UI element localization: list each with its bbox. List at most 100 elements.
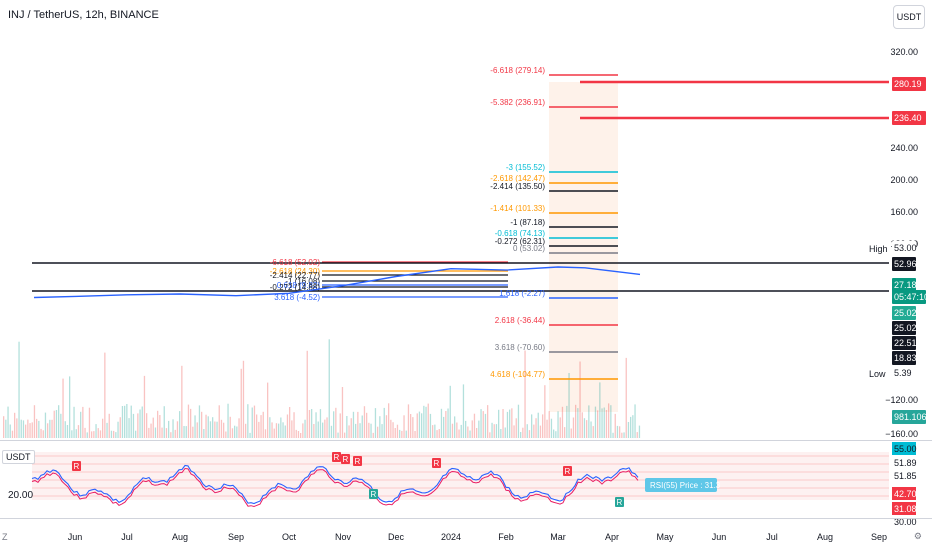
volume-bar bbox=[262, 411, 264, 438]
volume-bar bbox=[7, 406, 9, 438]
volume-bar bbox=[104, 352, 106, 438]
time-tick-label: Nov bbox=[335, 532, 352, 542]
price-tick-label: 240.00 bbox=[890, 143, 918, 153]
volume-bar bbox=[504, 427, 506, 438]
volume-bar bbox=[245, 423, 247, 438]
fib-level-label: 1.618 (-2.27) bbox=[499, 289, 545, 298]
symbol-title[interactable]: INJ / TetherUS, 12h, BINANCE bbox=[8, 9, 159, 21]
fib-level-label: -1.414 (101.33) bbox=[490, 204, 545, 213]
fib-level-label: -1 (87.18) bbox=[510, 218, 545, 227]
volume-bar bbox=[146, 413, 148, 438]
fib-level-label: -1 (16.08) bbox=[285, 277, 320, 286]
rsi-marker-label: R bbox=[343, 455, 349, 464]
volume-bar bbox=[293, 412, 295, 438]
volume-bar bbox=[33, 405, 36, 438]
volume-bar bbox=[374, 408, 377, 438]
time-tick-label: Mar bbox=[550, 532, 566, 542]
volume-bar bbox=[559, 417, 561, 438]
volume-bar bbox=[289, 407, 291, 438]
volume-bar bbox=[80, 411, 82, 438]
volume-bar bbox=[242, 360, 245, 438]
volume-bar bbox=[502, 409, 504, 438]
currency-button[interactable]: USDT bbox=[893, 5, 925, 29]
volume-bar bbox=[517, 404, 520, 438]
volume-bar bbox=[372, 432, 374, 438]
volume-bar bbox=[614, 413, 616, 438]
rsi-signal-marker bbox=[72, 461, 81, 471]
volume-bar bbox=[55, 410, 58, 438]
volume-bar bbox=[350, 418, 352, 438]
volume-bar bbox=[161, 427, 163, 438]
volume-bar bbox=[9, 424, 11, 438]
volume-bar bbox=[174, 429, 176, 438]
volume-bar bbox=[64, 421, 66, 438]
rsi-marker-label: R bbox=[434, 459, 440, 468]
volume-bar bbox=[370, 423, 372, 438]
rsi-callout: RSI(55) Price : 31.3 bbox=[650, 481, 721, 490]
volume-bar bbox=[438, 429, 440, 438]
volume-bar bbox=[625, 357, 627, 438]
volume-bar bbox=[143, 375, 146, 438]
volume-bar bbox=[113, 430, 115, 438]
volume-bar bbox=[29, 423, 31, 438]
volume-bar bbox=[88, 407, 91, 438]
volume-bar bbox=[36, 418, 38, 438]
volume-bar bbox=[601, 408, 603, 438]
price-tag: 280.19 bbox=[894, 79, 922, 89]
time-tick-label: Jun bbox=[712, 532, 727, 542]
price-tag: 25.02 bbox=[894, 323, 917, 333]
volume-bar bbox=[535, 418, 537, 438]
volume-bar bbox=[69, 376, 71, 438]
time-tick-label: Dec bbox=[388, 532, 405, 542]
rsi-tag: 55.00 bbox=[894, 444, 917, 454]
volume-bar bbox=[58, 405, 60, 438]
fib-level-label: -0.272 (62.31) bbox=[495, 237, 546, 246]
volume-bar bbox=[421, 413, 423, 438]
volume-bar bbox=[484, 413, 487, 438]
volume-bar bbox=[44, 412, 47, 438]
volume-bar bbox=[172, 419, 174, 438]
volume-bar bbox=[141, 406, 143, 438]
volume-bar bbox=[616, 425, 619, 438]
volume-bar bbox=[368, 422, 370, 438]
price-tag-prefix: Low bbox=[869, 369, 886, 379]
volume-bar bbox=[315, 412, 317, 438]
volume-bar bbox=[388, 403, 390, 438]
volume-bar bbox=[108, 413, 110, 438]
volume-bar bbox=[256, 414, 258, 438]
volume-bar bbox=[423, 405, 425, 438]
volume-bar bbox=[636, 432, 638, 438]
settings-icon[interactable]: ⚙ bbox=[913, 531, 922, 541]
volume-bar bbox=[95, 424, 97, 438]
volume-bar bbox=[20, 419, 22, 438]
rsi-callout-bg bbox=[645, 478, 717, 492]
panel-divider[interactable] bbox=[0, 440, 932, 441]
time-tick-label: May bbox=[656, 532, 674, 542]
volume-bar bbox=[212, 417, 214, 438]
volume-bar bbox=[572, 417, 575, 438]
indicator-currency-label[interactable]: USDT bbox=[2, 450, 35, 464]
volume-bar bbox=[5, 419, 7, 438]
volume-bar bbox=[185, 426, 187, 438]
volume-bar bbox=[597, 410, 599, 438]
volume-bar bbox=[610, 405, 612, 438]
volume-bar bbox=[216, 421, 218, 438]
volume-bar bbox=[447, 408, 449, 438]
price-tag: 52.96 bbox=[894, 259, 917, 269]
volume-bars bbox=[3, 339, 641, 438]
fib-level-label: -5.382 (236.91) bbox=[490, 98, 545, 107]
rsi-tag: 51.89 bbox=[894, 458, 917, 468]
volume-bar bbox=[546, 419, 548, 438]
fib-level-label: 0 (53.02) bbox=[513, 244, 545, 253]
timezone-button[interactable]: Z bbox=[2, 532, 8, 542]
volume-bar bbox=[240, 368, 242, 438]
volume-bar bbox=[238, 418, 240, 438]
volume-bar bbox=[322, 422, 324, 438]
volume-bar bbox=[489, 432, 491, 438]
price-tag-bg bbox=[892, 410, 926, 424]
volume-bar bbox=[528, 430, 531, 438]
volume-bar bbox=[568, 373, 570, 438]
price-tag-bg bbox=[892, 257, 916, 271]
volume-bar bbox=[62, 378, 64, 438]
